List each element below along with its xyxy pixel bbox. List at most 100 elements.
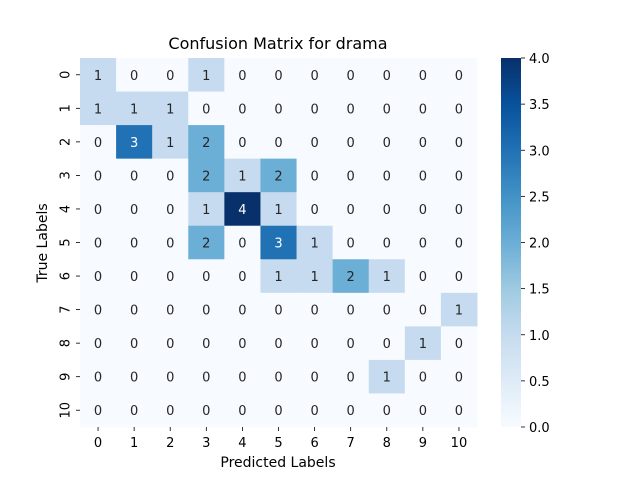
cell-value-label: 1: [202, 203, 210, 218]
cell-value-label: 0: [419, 237, 427, 252]
cell-value-label: 1: [274, 270, 282, 285]
heatmap-cell: [260, 91, 298, 126]
heatmap-cell: [260, 158, 298, 193]
heatmap-cell: [116, 292, 153, 327]
heatmap-cell: [296, 359, 334, 394]
heatmap-cell: [404, 158, 442, 193]
cell-value-label: 0: [274, 136, 282, 151]
cell-value-label: 0: [310, 337, 318, 352]
cell-value-label: 0: [419, 203, 427, 218]
cell-value-label: 0: [455, 237, 463, 252]
heatmap-cell: [116, 393, 153, 428]
cell-value-label: 0: [419, 102, 427, 117]
chart-title: Confusion Matrix for drama: [168, 34, 387, 53]
heatmap-cell: [260, 259, 298, 294]
heatmap-cell: [404, 58, 442, 93]
heatmap-cell: [296, 326, 334, 361]
y-tick-label: 2: [59, 138, 74, 146]
cell-value-label: 0: [238, 136, 246, 151]
heatmap-cell: [260, 359, 298, 394]
heatmap-cell: [188, 158, 225, 193]
heatmap-cell: [80, 259, 117, 294]
heatmap-cell: [332, 58, 370, 93]
heatmap-cell: [152, 125, 189, 160]
y-tick-label: 6: [59, 272, 74, 280]
cell-value-label: 0: [274, 404, 282, 419]
cell-value-label: 0: [310, 304, 318, 319]
heatmap-cell: [116, 192, 153, 227]
cell-value-label: 0: [383, 169, 391, 184]
colorbar-tick-label: 4.0: [529, 52, 550, 67]
heatmap-cell: [80, 393, 117, 428]
cell-value-label: 0: [130, 270, 138, 285]
cell-value-label: 0: [94, 371, 102, 386]
cell-value-label: 1: [455, 304, 463, 319]
colorbar-tick-label: 0.0: [529, 421, 550, 436]
cell-value-label: 0: [310, 136, 318, 151]
heatmap-cell: [80, 292, 117, 327]
heatmap-cell: [116, 225, 153, 260]
cell-value-label: 1: [310, 270, 318, 285]
heatmap-cell: [332, 225, 370, 260]
cell-value-label: 0: [347, 169, 355, 184]
cell-value-label: 0: [202, 371, 210, 386]
cell-value-label: 1: [310, 237, 318, 252]
colorbar: 0.0 0.5 1.0 1.5 2.0 2.5 3.0 3.5 4.0: [501, 52, 550, 436]
heatmap-cell: [224, 326, 261, 361]
cell-value-label: 0: [419, 169, 427, 184]
y-tick-label: 3: [59, 171, 74, 179]
y-tick-label: 0: [59, 71, 74, 79]
cell-value-label: 0: [166, 169, 174, 184]
heatmap-cell: [152, 225, 189, 260]
cell-value-label: 0: [166, 304, 174, 319]
cell-value-label: 0: [347, 337, 355, 352]
heatmap-cell: [440, 393, 478, 428]
heatmap-cell: [152, 58, 189, 93]
y-tick-label: 10: [59, 402, 74, 419]
cell-value-label: 1: [166, 102, 174, 117]
x-tick-label: 7: [347, 436, 355, 451]
heatmap-cell: [296, 58, 334, 93]
x-tick-label: 0: [94, 436, 102, 451]
heatmap-cell: [80, 125, 117, 160]
heatmap-cell: [80, 58, 117, 93]
cell-value-label: 0: [347, 136, 355, 151]
cell-value-label: 0: [310, 102, 318, 117]
x-tick-label: 4: [238, 436, 246, 451]
cell-value-label: 0: [274, 304, 282, 319]
cell-value-label: 0: [419, 404, 427, 419]
heatmap-cell: [224, 91, 261, 126]
cell-value-label: 0: [347, 69, 355, 84]
cell-value-label: 0: [94, 136, 102, 151]
heatmap-cell: [404, 292, 442, 327]
cell-value-label: 0: [130, 404, 138, 419]
cell-value-label: 0: [94, 203, 102, 218]
colorbar-tick-label: 3.0: [529, 144, 550, 159]
cell-value-label: 0: [310, 203, 318, 218]
heatmap-cell: [368, 91, 406, 126]
cell-value-label: 0: [202, 270, 210, 285]
cell-value-label: 0: [130, 69, 138, 84]
heatmap-cell: [260, 58, 298, 93]
cell-value-label: 0: [238, 69, 246, 84]
heatmap-cell: [260, 192, 298, 227]
heatmap-cell: [116, 359, 153, 394]
y-axis-label: True Labels: [35, 203, 51, 283]
heatmap-cell: [152, 259, 189, 294]
heatmap-cell: [368, 259, 406, 294]
heatmap-cell: [440, 259, 478, 294]
cell-value-label: 1: [238, 169, 246, 184]
cell-value-label: 0: [166, 404, 174, 419]
cell-value-label: 0: [419, 69, 427, 84]
heatmap-cell: [260, 393, 298, 428]
heatmap-cell: [404, 125, 442, 160]
cell-value-label: 0: [455, 102, 463, 117]
heatmap-cell: [80, 326, 117, 361]
cell-value-label: 0: [310, 371, 318, 386]
cell-value-label: 0: [238, 237, 246, 252]
cell-value-label: 0: [455, 69, 463, 84]
cell-value-label: 0: [455, 371, 463, 386]
heatmap-cell: [368, 393, 406, 428]
heatmap-cell: [440, 192, 478, 227]
